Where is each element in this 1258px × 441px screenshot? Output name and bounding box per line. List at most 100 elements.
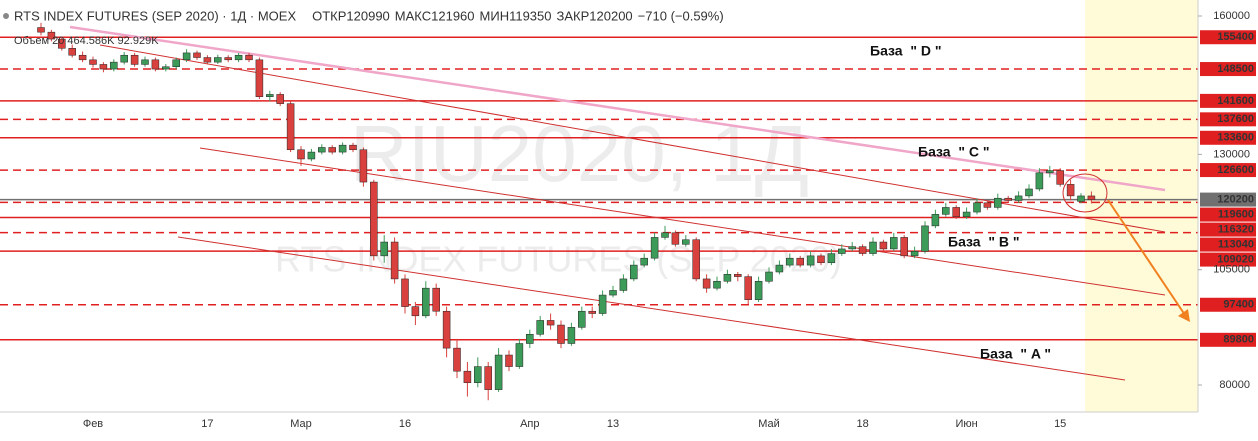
candle-body bbox=[557, 324, 565, 344]
candle-body bbox=[234, 54, 243, 61]
candle-body bbox=[1046, 170, 1054, 174]
candle-body bbox=[661, 232, 669, 238]
level-label-bg bbox=[1200, 207, 1256, 222]
candle-body bbox=[286, 103, 295, 151]
candle-body bbox=[328, 147, 336, 153]
candle-body bbox=[858, 246, 867, 254]
candle-body bbox=[505, 354, 513, 367]
candle-body bbox=[297, 149, 305, 160]
legend-value: 119350 bbox=[509, 8, 551, 23]
legend-label: ОТКР bbox=[312, 8, 346, 23]
candle-body bbox=[162, 66, 170, 70]
candle-body bbox=[359, 149, 368, 183]
candle-body bbox=[203, 57, 212, 63]
candle-body bbox=[734, 274, 742, 277]
x-tick-label: Мар bbox=[290, 418, 312, 430]
candle-body bbox=[99, 64, 108, 70]
candle-body bbox=[962, 211, 971, 217]
level-label: 126600 bbox=[1217, 164, 1254, 176]
annotation: База " B " bbox=[948, 234, 1020, 250]
candle-body bbox=[879, 241, 888, 250]
candle-body bbox=[702, 278, 711, 289]
candle-body bbox=[515, 343, 524, 367]
level-label: 148500 bbox=[1217, 63, 1254, 75]
candle-body bbox=[526, 334, 534, 344]
candle-body bbox=[224, 57, 232, 61]
candle-body bbox=[432, 287, 440, 312]
candle-body bbox=[588, 310, 596, 314]
change-text: −710 (−0.59%) bbox=[638, 8, 724, 23]
candle-body bbox=[193, 52, 201, 58]
y-tick-label: 80000 bbox=[1219, 379, 1250, 391]
icon bbox=[3, 13, 9, 19]
candle-body bbox=[245, 54, 253, 61]
candle-body bbox=[390, 241, 399, 280]
candle-body bbox=[494, 354, 503, 390]
candle-body bbox=[151, 59, 160, 70]
x-tick-label: 18 bbox=[856, 418, 868, 430]
candle-body bbox=[110, 61, 118, 70]
level-label-bg bbox=[1200, 163, 1256, 178]
candle-body bbox=[754, 280, 763, 300]
legend-label: МИН bbox=[480, 8, 510, 23]
candle-body bbox=[172, 59, 180, 67]
candle-body bbox=[214, 57, 222, 63]
legend-value: 120990 bbox=[346, 8, 389, 23]
candle-body bbox=[567, 327, 576, 344]
candle-body bbox=[744, 276, 752, 300]
level-label: 89800 bbox=[1223, 334, 1254, 346]
candle-body bbox=[650, 237, 659, 259]
candle-body bbox=[453, 347, 461, 372]
candle-body bbox=[786, 257, 794, 266]
candle-body bbox=[474, 366, 482, 383]
level-label: 109020 bbox=[1217, 253, 1254, 265]
candle-body bbox=[266, 94, 274, 97]
candle-body bbox=[182, 52, 191, 61]
candle-body bbox=[692, 239, 700, 280]
level-label: 113040 bbox=[1218, 238, 1254, 250]
highlight-zone bbox=[1085, 0, 1198, 412]
candle-body bbox=[640, 257, 648, 266]
candle-body bbox=[422, 287, 430, 317]
candle-body bbox=[338, 144, 347, 153]
candle-body bbox=[609, 290, 617, 296]
candle-body bbox=[276, 94, 284, 104]
candle-body bbox=[442, 310, 451, 349]
candle-body bbox=[78, 54, 87, 61]
candle-body bbox=[546, 320, 555, 326]
candle-body bbox=[578, 310, 586, 328]
candle-body bbox=[68, 48, 76, 56]
annotation: База " C " bbox=[918, 144, 990, 160]
candle-body bbox=[682, 239, 690, 245]
level-label: 155400 bbox=[1217, 31, 1254, 43]
levels: 155400 148500 141600 137600 133600 126600 1202… bbox=[0, 30, 1256, 347]
x-tick-label: 16 bbox=[399, 418, 411, 430]
header: RTS INDEX FUTURES (SEP 2020) · 1Д · MOEX… bbox=[3, 8, 724, 47]
candle-body bbox=[484, 366, 492, 390]
watermark-sub: RTS INDEX FUTURES (SEP 2020) bbox=[275, 239, 842, 280]
candle-body bbox=[1056, 170, 1064, 185]
level-label-bg bbox=[1200, 130, 1256, 145]
candle-body bbox=[141, 59, 149, 65]
candle-body bbox=[806, 255, 815, 266]
candle-body bbox=[1014, 195, 1023, 201]
arrow-head bbox=[1178, 309, 1190, 322]
candle-body bbox=[942, 207, 950, 215]
candle-body bbox=[869, 241, 877, 254]
candle-body bbox=[130, 54, 139, 65]
candle-body bbox=[630, 264, 638, 280]
level-label-bg bbox=[1200, 192, 1256, 207]
candle-body bbox=[401, 278, 409, 307]
candle-body bbox=[89, 59, 97, 65]
candle-body bbox=[120, 54, 128, 63]
candle-body bbox=[1004, 197, 1012, 201]
volume-text: Объем 20 464.586K 92.929K bbox=[14, 35, 159, 47]
candle-body bbox=[848, 246, 856, 250]
candle-body bbox=[931, 214, 940, 227]
candle-body bbox=[973, 202, 981, 213]
watermark: RIU2020, 1Д bbox=[350, 109, 809, 198]
x-tick-label: Май bbox=[758, 418, 780, 430]
candle-body bbox=[1025, 188, 1033, 197]
candle-body bbox=[307, 151, 316, 160]
